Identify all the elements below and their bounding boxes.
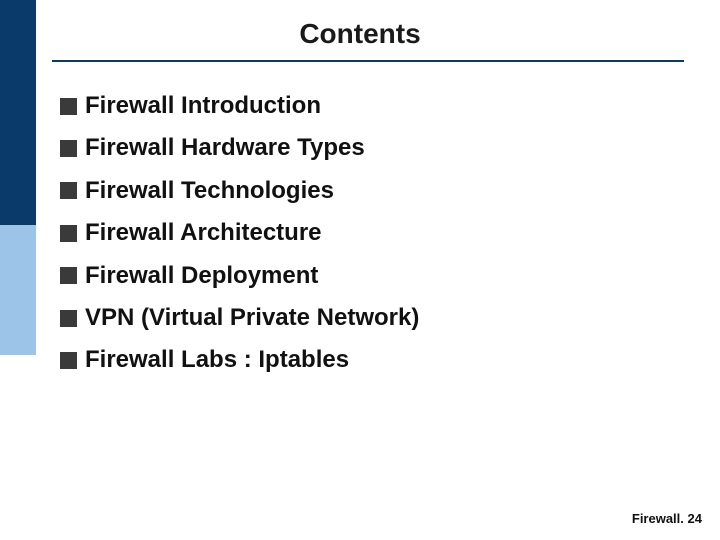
square-bullet-icon: [60, 225, 77, 242]
list-item: Firewall Deployment: [60, 260, 680, 292]
list-item-label: Firewall Architecture: [85, 217, 322, 249]
title-underline: [52, 60, 684, 62]
list-item: Firewall Architecture: [60, 217, 680, 249]
list-item-label: VPN (Virtual Private Network): [85, 302, 419, 334]
list-item: Firewall Technologies: [60, 175, 680, 207]
list-item: VPN (Virtual Private Network): [60, 302, 680, 334]
footer-page-number: 24: [688, 511, 702, 526]
square-bullet-icon: [60, 310, 77, 327]
slide-footer: Firewall. 24: [632, 511, 702, 526]
sidebar-stripe-mid: [0, 225, 36, 355]
slide-title: Contents: [0, 18, 720, 50]
contents-list: Firewall Introduction Firewall Hardware …: [60, 90, 680, 387]
square-bullet-icon: [60, 98, 77, 115]
square-bullet-icon: [60, 267, 77, 284]
square-bullet-icon: [60, 182, 77, 199]
list-item-label: Firewall Introduction: [85, 90, 321, 122]
sidebar-stripe-bot: [0, 355, 36, 540]
square-bullet-icon: [60, 140, 77, 157]
footer-separator: .: [680, 511, 687, 526]
square-bullet-icon: [60, 352, 77, 369]
list-item-label: Firewall Technologies: [85, 175, 334, 207]
list-item: Firewall Hardware Types: [60, 132, 680, 164]
list-item: Firewall Labs : Iptables: [60, 344, 680, 376]
list-item-label: Firewall Hardware Types: [85, 132, 365, 164]
footer-label: Firewall: [632, 511, 680, 526]
list-item: Firewall Introduction: [60, 90, 680, 122]
list-item-label: Firewall Deployment: [85, 260, 318, 292]
list-item-label: Firewall Labs : Iptables: [85, 344, 349, 376]
